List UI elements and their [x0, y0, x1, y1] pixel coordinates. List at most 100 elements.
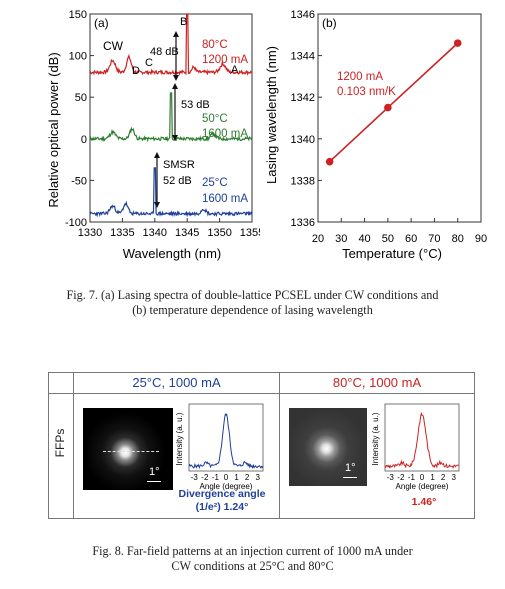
ratio-50c: 53 dB: [181, 99, 210, 111]
trace-50c: [89, 92, 253, 143]
b-xtick-label: 60: [405, 233, 417, 245]
a-xtick-label: 1330: [78, 227, 102, 239]
profile-curve-25c: [188, 413, 264, 470]
scale-bar-label-80c: 1°: [345, 462, 356, 474]
divergence-value-80c: 1.46°: [411, 496, 437, 508]
profile-xtick-label: 1: [430, 473, 435, 482]
profile-xlabel-25c: Angle (degree): [200, 482, 253, 491]
panel-a-xlabel: Wavelength (nm): [123, 246, 222, 261]
b-ytick-label: 1342: [291, 92, 315, 104]
peak-label-a: A: [231, 64, 239, 76]
fig8-caption-line1: Fig. 8. Far-field patterns at an injecti…: [92, 544, 413, 558]
b-xtick-label: 70: [428, 233, 440, 245]
ratio-25c: 52 dB: [163, 175, 192, 187]
profile-xtick-label: 2: [245, 473, 250, 482]
profile-xtick-label: -1: [212, 473, 220, 482]
fig8-caption-line2: CW conditions at 25°C and 80°C: [171, 559, 334, 573]
a-xtick-label: 1355: [240, 227, 260, 239]
profile-xtick-label: 2: [441, 473, 446, 482]
b-ytick-label: 1338: [291, 175, 315, 187]
profile-xtick-label: -3: [191, 473, 199, 482]
ffp-table: 25°C, 1000 mA 80°C, 1000 mA FFPs 1° Inte…: [48, 372, 475, 519]
profile-ylabel-80c: Intensity (a. u.): [371, 412, 380, 465]
temp-80c: 80°C: [202, 39, 228, 51]
smsr-label: SMSR: [163, 159, 195, 171]
b-xtick-label: 80: [452, 233, 464, 245]
a-ytick-label: -50: [71, 175, 87, 187]
table-hline: [49, 393, 474, 394]
a-ytick-label: 150: [69, 9, 87, 21]
peak-label-c: C: [145, 57, 153, 69]
panel-b-xticks: 20 30 40 50 60 70 80 90: [312, 218, 487, 245]
row-label-ffps: FFPs: [53, 428, 67, 458]
profile-xtick-label: 1: [234, 473, 239, 482]
ffp-image-80c: 1°: [289, 408, 367, 486]
profile-frame-80c: [384, 403, 460, 472]
profile-xtick-label: -2: [397, 473, 405, 482]
b-ytick-label: 1344: [291, 51, 315, 63]
cw-label: CW: [103, 39, 124, 53]
note-slope: 0.103 nm/K: [337, 86, 396, 98]
ratio-80c: 48 dB: [150, 46, 179, 58]
wavelength-point: [453, 39, 462, 47]
b-xtick-label: 20: [312, 233, 324, 245]
a-ytick-label: -100: [65, 217, 87, 229]
a-ytick-label: 50: [75, 92, 87, 104]
profile-xtick-label: 3: [255, 473, 260, 482]
profile-xtick-label: 3: [451, 473, 456, 482]
panel-a-ylabel: Relative optical power (dB): [46, 52, 61, 207]
ffp-image-25c: 1°: [83, 408, 173, 490]
temp-50c: 50°C: [202, 113, 228, 125]
header-80c: 80°C, 1000 mA: [332, 375, 422, 390]
profile-xtick-label: -2: [201, 473, 209, 482]
panel-b-yticks: 1346 1344 1342 1340 1338 1336: [291, 9, 322, 229]
panel-a-yticks: 150 100 50 0 -50 -100: [65, 9, 94, 229]
profile-xlabel-80c: Angle (degree): [396, 482, 449, 491]
profile-xtick-label: -3: [387, 473, 395, 482]
panel-a-xticks: 1330 1335 1340 1345 1350 1355: [78, 218, 260, 239]
fig7-panel-b: Lasing wavelength (nm) 13461344134213401…: [264, 9, 487, 261]
profile-ylabel-25c: Intensity (a. u.): [175, 412, 184, 465]
panel-a-frame: [89, 13, 253, 223]
peak-label-b: B: [180, 16, 187, 28]
b-ytick-label: 1336: [291, 217, 315, 229]
profile-xticks-25c: -3 -2 -1 0 1 2 3: [191, 473, 261, 482]
b-xtick-label: 90: [475, 233, 487, 245]
table-vline-1: [73, 373, 74, 518]
crosssection-line: [103, 451, 159, 452]
panel-b-ylabel: Lasing wavelength (nm): [264, 46, 279, 184]
wavelength-point: [325, 157, 334, 166]
profile-xtick-label: 0: [420, 473, 425, 482]
note-current: 1200 mA: [337, 71, 383, 83]
divergence-label: Divergence angle: [178, 488, 266, 500]
trace-25c: [89, 167, 253, 218]
profile-plot-25c: Intensity (a. u.) -3 -2 -1 0 1 2 3 Angle (degr…: [175, 403, 264, 491]
current-50c: 1600 mA: [202, 128, 248, 140]
a-ytick-label: 0: [81, 134, 87, 146]
wavelength-line: [329, 42, 459, 163]
a-xtick-label: 1340: [143, 227, 167, 239]
profile-curve-80c: [384, 411, 460, 469]
panel-b-frame: [317, 13, 482, 223]
divergence-25c: Divergence angle (1/e²) 1.24°: [167, 488, 277, 514]
b-xtick-label: 30: [335, 233, 347, 245]
b-ytick-label: 1346: [291, 9, 315, 21]
peak-label-d: D: [132, 65, 140, 77]
temp-25c: 25°C: [202, 177, 228, 189]
panel-b-xlabel: Temperature (°C): [342, 246, 442, 261]
current-25c: 1600 mA: [202, 193, 248, 205]
panel-b-label: (b): [322, 16, 337, 30]
fig7-panel-a: Relative optical power (dB) 150 100 50 0 -50…: [46, 9, 260, 261]
b-xtick-label: 40: [358, 233, 370, 245]
scale-bar-label-25c: 1°: [149, 466, 160, 478]
b-ytick-label: 1340: [291, 134, 315, 146]
table-vline-2: [279, 373, 280, 518]
scale-bar-80c: [343, 477, 357, 478]
header-25c: 25°C, 1000 mA: [132, 375, 221, 390]
profile-xtick-label: 0: [224, 473, 229, 482]
wavelength-point: [384, 103, 392, 112]
a-xtick-label: 1345: [175, 227, 199, 239]
a-xtick-label: 1350: [207, 227, 231, 239]
panel-a-label: (a): [94, 16, 109, 30]
profile-xticks-80c: -3 -2 -1 0 1 2 3: [387, 473, 457, 482]
